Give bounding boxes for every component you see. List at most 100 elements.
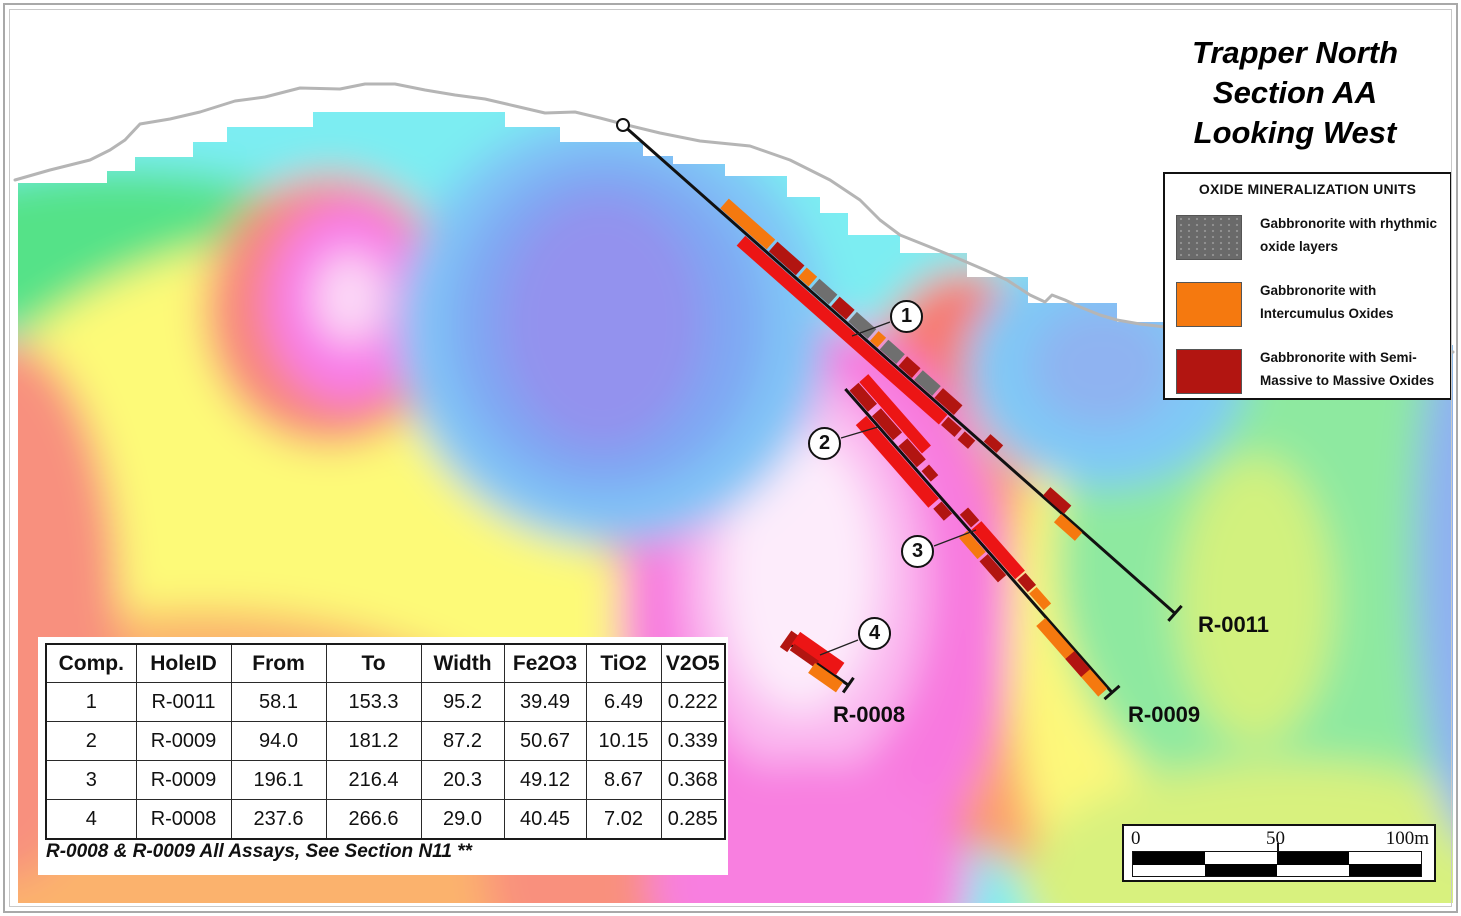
cell: 50.67: [503, 721, 587, 761]
interval-bar: [934, 388, 963, 416]
cell: 29.0: [420, 799, 505, 840]
cell: 20.3: [420, 760, 505, 800]
interval-bar: [941, 416, 962, 437]
cell: 0.368: [660, 760, 726, 800]
interval-bar: [871, 408, 903, 441]
interval-bar: [914, 370, 941, 396]
cell: 181.2: [325, 721, 422, 761]
interval-bar: [789, 643, 819, 668]
col-header: To: [325, 643, 422, 683]
interval-bar: [933, 501, 953, 521]
title-line-2: Section AA: [1212, 75, 1378, 110]
interval-bar: [859, 374, 931, 454]
interval-bar: [1043, 487, 1072, 514]
interval-bar: [959, 530, 986, 560]
scale-segment: [1277, 864, 1349, 876]
interval-bar: [898, 438, 926, 468]
legend-item-semi-massive: Gabbronorite with Semi- Massive to Massi…: [1165, 349, 1450, 409]
interval-bar: [849, 382, 877, 412]
scale-segment: [1133, 864, 1205, 876]
table-row: 1 R-0011 58.1 153.3 95.2 39.49 6.49 0.22…: [45, 682, 726, 722]
cell: 196.1: [230, 760, 327, 800]
scale-segment: [1205, 864, 1277, 876]
composite-bar-2: [855, 415, 939, 508]
legend-label-line: oxide layers: [1260, 238, 1339, 254]
scale-segment: [1277, 852, 1349, 864]
interval-bar: [808, 663, 843, 693]
interval-bar: [921, 464, 939, 482]
cell: R-0009: [135, 760, 232, 800]
drillhole-trace-R-0008: [779, 630, 855, 694]
marker-leader-1: [851, 321, 891, 337]
interval-bar: [959, 507, 980, 528]
interval-bar: [1053, 514, 1083, 541]
interval-bar: [957, 431, 976, 449]
composite-marker-1: 1: [890, 300, 923, 333]
cell: 3: [45, 760, 137, 800]
drillhole-trace-R-0011: [622, 123, 1183, 622]
cell: R-0009: [135, 721, 232, 761]
topography-line: [13, 82, 1455, 354]
scale-segment: [1205, 852, 1277, 864]
col-header: Comp.: [45, 643, 137, 683]
hole-end-tick: [841, 676, 855, 694]
interval-bar: [869, 331, 887, 348]
legend-item-intercumulus: Gabbronorite with Intercumulus Oxides: [1165, 282, 1450, 342]
cell: 266.6: [325, 799, 422, 840]
composite-table: Comp. HoleID From To Width Fe2O3 TiO2 V2…: [45, 643, 726, 840]
cell: 10.15: [585, 721, 662, 761]
legend-box: OXIDE MINERALIZATION UNITS Gabbronorite …: [1163, 172, 1452, 400]
cell: 95.2: [420, 682, 505, 722]
cell: 8.67: [585, 760, 662, 800]
cell: 87.2: [420, 721, 505, 761]
legend-label-line: Gabbronorite with rhythmic: [1260, 216, 1438, 231]
composite-bar-1: [736, 235, 948, 425]
interval-bar: [979, 554, 1007, 583]
drill-collar-circle: [616, 118, 630, 132]
hole-end-tick: [1103, 684, 1121, 701]
scale-segment: [1349, 852, 1421, 864]
cell: R-0008: [135, 799, 232, 840]
col-header: Width: [420, 643, 505, 683]
table-row: 2 R-0009 94.0 181.2 87.2 50.67 10.15 0.3…: [45, 721, 726, 761]
hole-label-R-0009: R-0009: [1128, 702, 1201, 727]
scale-checker-bar: [1132, 851, 1422, 877]
legend-title: OXIDE MINERALIZATION UNITS: [1198, 181, 1417, 197]
interval-bar: [768, 241, 805, 276]
scale-bar: 0 50 100m: [1122, 824, 1436, 882]
legend-label-line: Gabbronorite with: [1260, 283, 1377, 298]
scale-segment: [1133, 852, 1205, 864]
composite-bar-4: [791, 631, 845, 676]
cell: 216.4: [325, 760, 422, 800]
interval-bar: [1029, 587, 1052, 611]
col-header: From: [230, 643, 327, 683]
col-header: Fe2O3: [503, 643, 587, 683]
cell: 94.0: [230, 721, 327, 761]
interval-bar: [779, 630, 799, 653]
interval-bar: [879, 339, 905, 365]
cell: 40.45: [503, 799, 587, 840]
scale-mid-tick: [1277, 843, 1279, 851]
cell: 0.222: [660, 682, 726, 722]
composite-bar-3: [971, 521, 1025, 580]
col-header: TiO2: [585, 643, 662, 683]
cell: 237.6: [230, 799, 327, 840]
interval-bar: [831, 296, 855, 320]
hole-end-tick: [1167, 604, 1183, 622]
legend-swatch-rhythmic: [1176, 215, 1242, 260]
table-header-row: Comp. HoleID From To Width Fe2O3 TiO2 V2…: [45, 643, 726, 683]
composite-marker-2: 2: [808, 427, 841, 460]
marker-leader-2: [840, 426, 879, 439]
interval-bar: [983, 434, 1004, 453]
table-footnote: R-0008 & R-0009 All Assays, See Section …: [46, 841, 472, 862]
cell: 153.3: [325, 682, 422, 722]
legend-swatch-intercumulus: [1176, 282, 1242, 327]
cell: 39.49: [503, 682, 587, 722]
legend-swatch-semi-massive: [1176, 349, 1242, 394]
cell: 49.12: [503, 760, 587, 800]
interval-bar: [810, 278, 838, 305]
scale-label-0: 0: [1131, 828, 1141, 849]
cell: R-0011: [135, 682, 232, 722]
cell: 58.1: [230, 682, 327, 722]
